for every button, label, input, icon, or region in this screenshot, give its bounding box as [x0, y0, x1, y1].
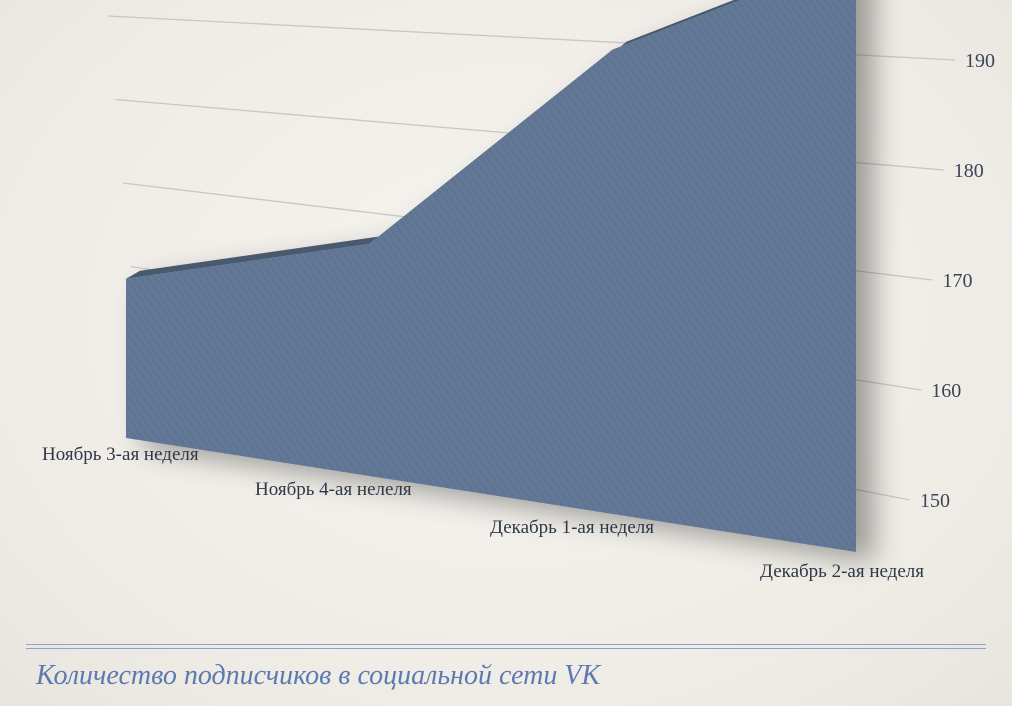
area-texture	[126, 0, 856, 552]
chart-title: Количество подписчиков в социальной сети…	[36, 660, 601, 691]
y-tick-label: 170	[943, 270, 973, 292]
y-tick-label: 180	[954, 160, 984, 182]
x-category-label: Декабрь 1-ая неделя	[490, 517, 654, 538]
footer-rule-bottom	[26, 648, 986, 649]
y-tick-label: 160	[931, 380, 961, 402]
x-category-label: Ноябрь 3-ая неделя	[42, 444, 199, 465]
y-tick-label: 150	[920, 490, 950, 512]
area-series	[126, 0, 856, 552]
y-tick-label: 190	[965, 50, 995, 72]
x-category-label: Декабрь 2-ая неделя	[760, 561, 924, 582]
x-category-label: Ноябрь 4-ая нелеля	[255, 479, 412, 500]
footer-rule-top	[26, 644, 986, 645]
y-axis: 150 160 170 180 190	[920, 50, 995, 512]
x-axis: Ноябрь 3-ая неделя Ноябрь 4-ая нелеля Дека…	[42, 444, 924, 582]
